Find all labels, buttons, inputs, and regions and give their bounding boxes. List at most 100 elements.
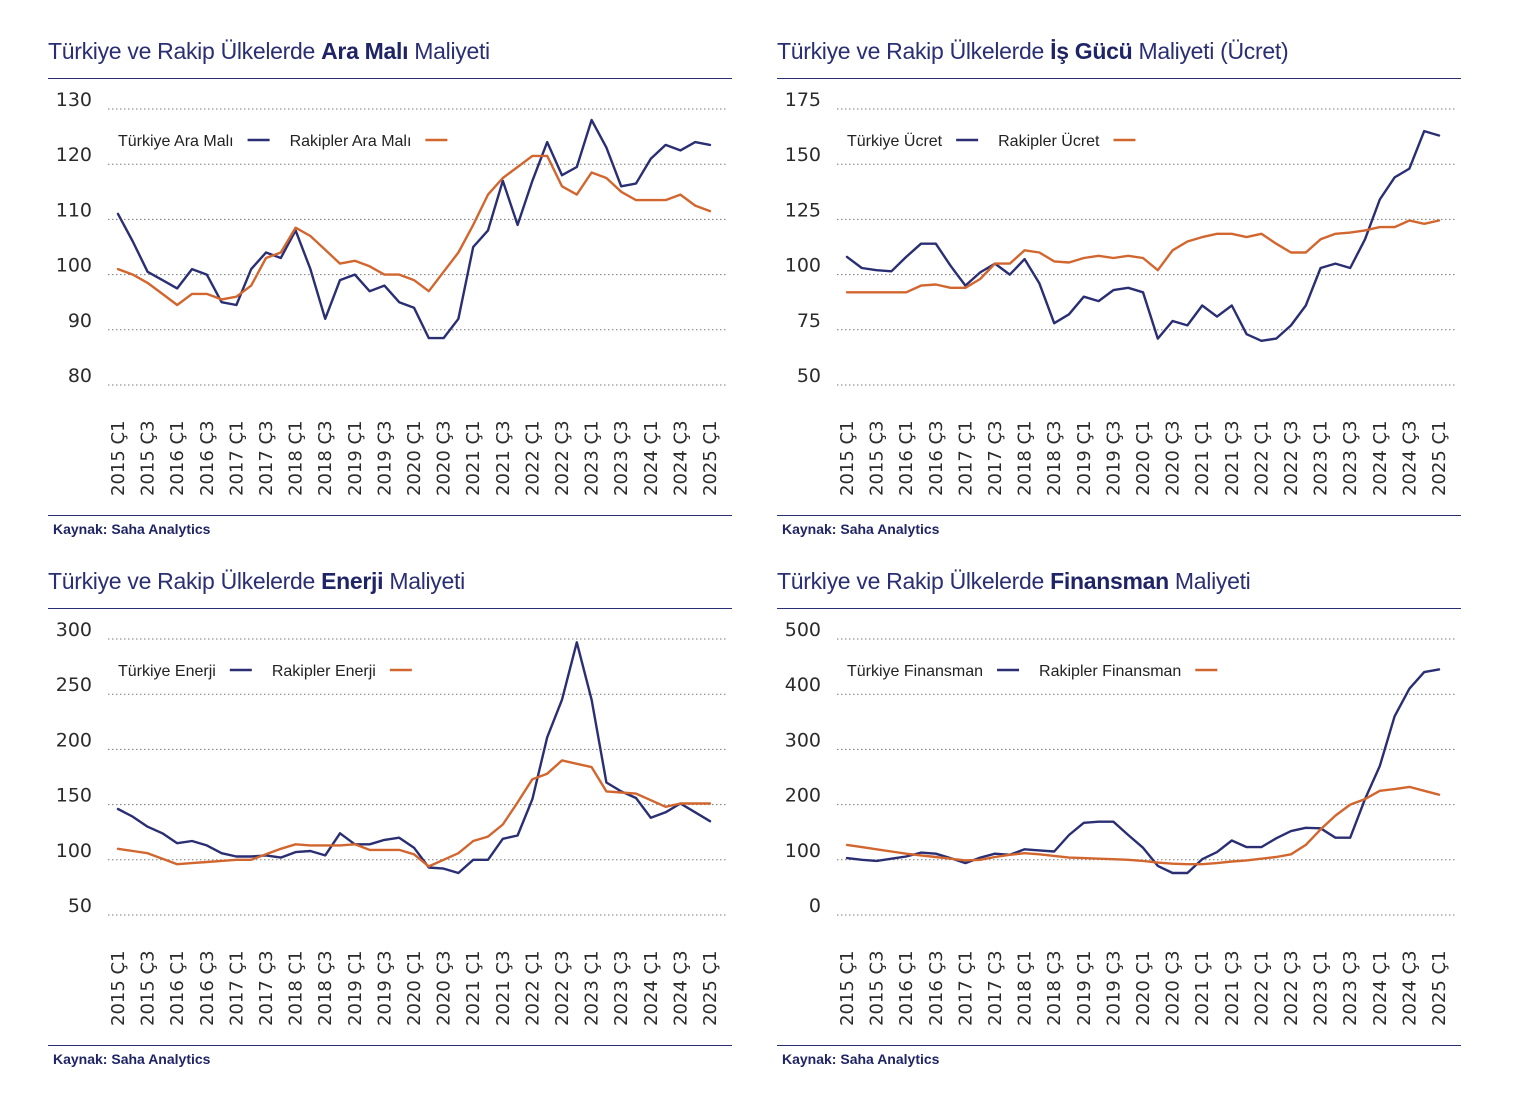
x-tick-label: 2019 Ç1 <box>345 950 366 1026</box>
ara-mali-chart: 80 90 100 110 120 130 2015 Ç1 2015 Ç3 2016 Ç1 201… <box>56 89 726 496</box>
y-tick-label: 200 <box>785 785 821 807</box>
source-note: Kaynak: Saha Analytics <box>782 1051 940 1067</box>
x-tick-label: 2016 Ç1 <box>896 420 917 496</box>
x-tick-label: 2016 Ç3 <box>197 420 218 496</box>
series-line-turkiye <box>116 641 712 875</box>
x-tick-label: 2021 Ç1 <box>463 950 484 1026</box>
x-tick-label: 2023 Ç3 <box>611 950 632 1026</box>
finansman-chart: 0 100 200 300 400 500 2015 Ç1 2015 Ç3 2016 Ç1 201… <box>785 619 1455 1026</box>
x-tick-label: 2024 Ç1 <box>641 420 662 496</box>
legend-label: Rakipler Ara Malı <box>290 133 412 150</box>
legend: Türkiye Enerji Rakipler Enerji <box>118 663 412 680</box>
x-tick-label: 2022 Ç3 <box>1281 420 1302 496</box>
legend-label: Türkiye Ara Malı <box>118 133 234 150</box>
x-tick-label: 2019 Ç3 <box>1103 950 1124 1026</box>
series-line-rakipler <box>116 154 712 307</box>
enerji-chart: 50 100 150 200 250 300 2015 Ç1 2015 Ç3 2016 Ç1 20… <box>56 619 726 1026</box>
x-tick-label: 2015 Ç3 <box>867 950 888 1026</box>
title-divider <box>777 608 1461 609</box>
x-tick-label: 2021 Ç1 <box>1192 420 1213 496</box>
x-tick-label: 2019 Ç3 <box>374 950 395 1026</box>
y-tick-label: 50 <box>797 365 821 387</box>
series-line-rakipler <box>845 219 1441 294</box>
legend-label: Türkiye Finansman <box>847 663 983 680</box>
title-divider <box>777 78 1461 79</box>
x-tick-label: 2020 Ç1 <box>404 950 425 1026</box>
x-tick-label: 2021 Ç3 <box>493 420 514 496</box>
legend: Türkiye Finansman Rakipler Finansman <box>847 663 1218 680</box>
y-tick-label: 175 <box>785 89 821 111</box>
panel-title: Türkiye ve Rakip Ülkelerde Enerji Maliye… <box>48 568 465 594</box>
source-note: Kaynak: Saha Analytics <box>53 521 211 537</box>
x-tick-label: 2017 Ç1 <box>955 420 976 496</box>
x-tick-label: 2023 Ç1 <box>1311 420 1332 496</box>
y-tick-label: 120 <box>56 144 92 166</box>
x-tick-label: 2025 Ç1 <box>700 950 721 1026</box>
x-tick-label: 2017 Ç1 <box>226 950 247 1026</box>
x-tick-label: 2015 Ç3 <box>138 420 159 496</box>
x-tick-label: 2018 Ç3 <box>1044 420 1065 496</box>
x-tick-label: 2023 Ç1 <box>582 950 603 1026</box>
x-tick-label: 2021 Ç3 <box>1222 950 1243 1026</box>
x-tick-label: 2023 Ç3 <box>1340 950 1361 1026</box>
legend-label: Rakipler Finansman <box>1039 663 1181 680</box>
x-tick-label: 2020 Ç1 <box>404 420 425 496</box>
y-tick-label: 150 <box>56 785 92 807</box>
x-tick-label: 2022 Ç3 <box>1281 950 1302 1026</box>
x-tick-label: 2025 Ç1 <box>700 420 721 496</box>
x-tick-label: 2023 Ç1 <box>1311 950 1332 1026</box>
x-tick-label: 2023 Ç3 <box>611 420 632 496</box>
panel-is-gucu: Türkiye ve Rakip Ülkelerde İş Gücü Maliy… <box>777 36 1461 566</box>
y-tick-label: 100 <box>785 255 821 277</box>
x-tick-label: 2018 Ç3 <box>315 950 336 1026</box>
x-tick-label: 2024 Ç1 <box>641 950 662 1026</box>
x-tick-label: 2016 Ç3 <box>926 950 947 1026</box>
legend: Türkiye Ara Malı Rakipler Ara Malı <box>118 133 448 150</box>
legend-label: Rakipler Enerji <box>272 663 376 680</box>
series-line-turkiye <box>845 129 1441 342</box>
title-divider <box>48 608 732 609</box>
panel-title: Türkiye ve Rakip Ülkelerde Ara Malı Mali… <box>48 38 490 64</box>
x-tick-label: 2016 Ç1 <box>167 950 188 1026</box>
y-tick-label: 75 <box>797 310 821 332</box>
y-tick-label: 300 <box>56 619 92 641</box>
title-divider <box>48 78 732 79</box>
legend-label: Türkiye Ücret <box>847 132 943 150</box>
legend: Türkiye Ücret Rakipler Ücret <box>847 132 1136 150</box>
x-tick-label: 2017 Ç3 <box>256 420 277 496</box>
x-tick-label: 2018 Ç1 <box>1015 950 1036 1026</box>
y-tick-label: 100 <box>56 840 92 862</box>
y-tick-label: 150 <box>785 144 821 166</box>
x-tick-label: 2022 Ç1 <box>522 420 543 496</box>
is-gucu-chart: 50 75 100 125 150 175 2015 Ç1 2015 Ç3 2016 Ç1 201… <box>785 89 1455 496</box>
x-tick-label: 2019 Ç3 <box>374 420 395 496</box>
series-line-turkiye <box>116 118 712 340</box>
x-tick-label: 2018 Ç3 <box>1044 950 1065 1026</box>
y-tick-label: 90 <box>68 310 92 332</box>
panel-enerji: Türkiye ve Rakip Ülkelerde Enerji Maliye… <box>48 566 732 1096</box>
bottom-divider <box>777 515 1461 516</box>
x-tick-label: 2018 Ç1 <box>286 950 307 1026</box>
x-tick-label: 2020 Ç1 <box>1133 420 1154 496</box>
x-tick-label: 2021 Ç3 <box>493 950 514 1026</box>
y-tick-label: 110 <box>56 199 92 221</box>
x-tick-label: 2015 Ç3 <box>138 950 159 1026</box>
x-tick-label: 2022 Ç1 <box>522 950 543 1026</box>
x-tick-label: 2016 Ç1 <box>896 950 917 1026</box>
panel-finansman: Türkiye ve Rakip Ülkelerde Finansman Mal… <box>777 566 1461 1096</box>
x-tick-label: 2019 Ç1 <box>1074 950 1095 1026</box>
series-line-rakipler <box>845 785 1441 866</box>
x-tick-label: 2021 Ç3 <box>1222 420 1243 496</box>
y-tick-label: 100 <box>785 840 821 862</box>
x-tick-label: 2024 Ç1 <box>1370 420 1391 496</box>
x-tick-label: 2015 Ç1 <box>108 420 129 496</box>
x-tick-label: 2022 Ç3 <box>552 420 573 496</box>
x-tick-label: 2020 Ç3 <box>434 950 455 1026</box>
x-tick-label: 2019 Ç1 <box>1074 420 1095 496</box>
x-tick-label: 2016 Ç3 <box>197 950 218 1026</box>
bottom-divider <box>48 1045 732 1046</box>
panel-title: Türkiye ve Rakip Ülkelerde Finansman Mal… <box>777 568 1251 594</box>
x-tick-label: 2020 Ç1 <box>1133 950 1154 1026</box>
x-tick-label: 2025 Ç1 <box>1429 950 1450 1026</box>
x-tick-label: 2016 Ç1 <box>167 420 188 496</box>
